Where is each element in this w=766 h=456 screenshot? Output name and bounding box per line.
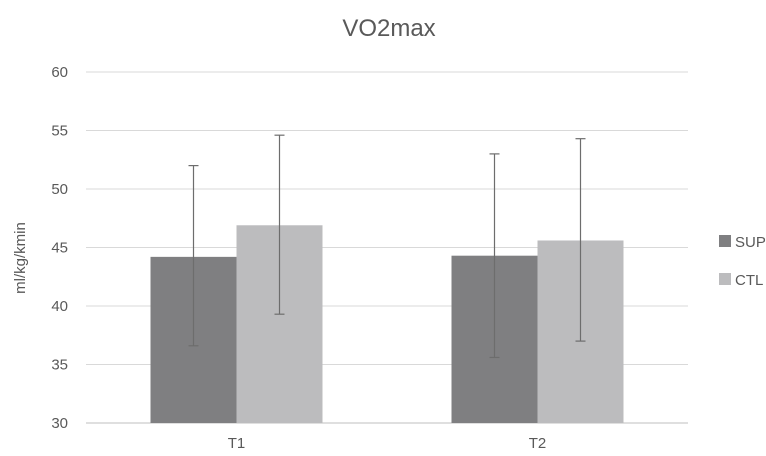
legend-swatch [719, 273, 731, 285]
y-tick-label: 30 [51, 415, 68, 432]
error-bar-ctl-t1 [274, 134, 285, 315]
y-tick-label: 40 [51, 298, 68, 315]
legend-label: SUP [735, 234, 766, 251]
y-tick-label: 60 [51, 64, 68, 81]
legend-item-sup: SUP [719, 234, 766, 251]
error-bar-ctl-t2 [575, 138, 586, 342]
y-tick-label: 50 [51, 181, 68, 198]
error-bars [188, 134, 586, 359]
x-axis-ticks: T1 T2 [228, 435, 547, 452]
chart-title: VO2max [342, 15, 435, 42]
legend-item-ctl: CTL [719, 272, 763, 289]
x-tick-label: T2 [529, 435, 547, 452]
y-tick-label: 35 [51, 357, 68, 374]
error-bar-sup-t2 [489, 153, 500, 359]
legend-label: CTL [735, 272, 763, 289]
y-tick-label: 45 [51, 240, 68, 257]
bars [150, 225, 624, 423]
x-tick-label: T1 [228, 435, 246, 452]
legend-swatch [719, 235, 731, 247]
y-axis-ticks: 30 35 40 45 50 55 60 [51, 64, 68, 432]
error-bar-sup-t1 [188, 165, 199, 347]
y-tick-label: 55 [51, 123, 68, 140]
y-axis-title: ml/kg/kmin [12, 222, 29, 294]
legend: SUP CTL [719, 234, 766, 289]
